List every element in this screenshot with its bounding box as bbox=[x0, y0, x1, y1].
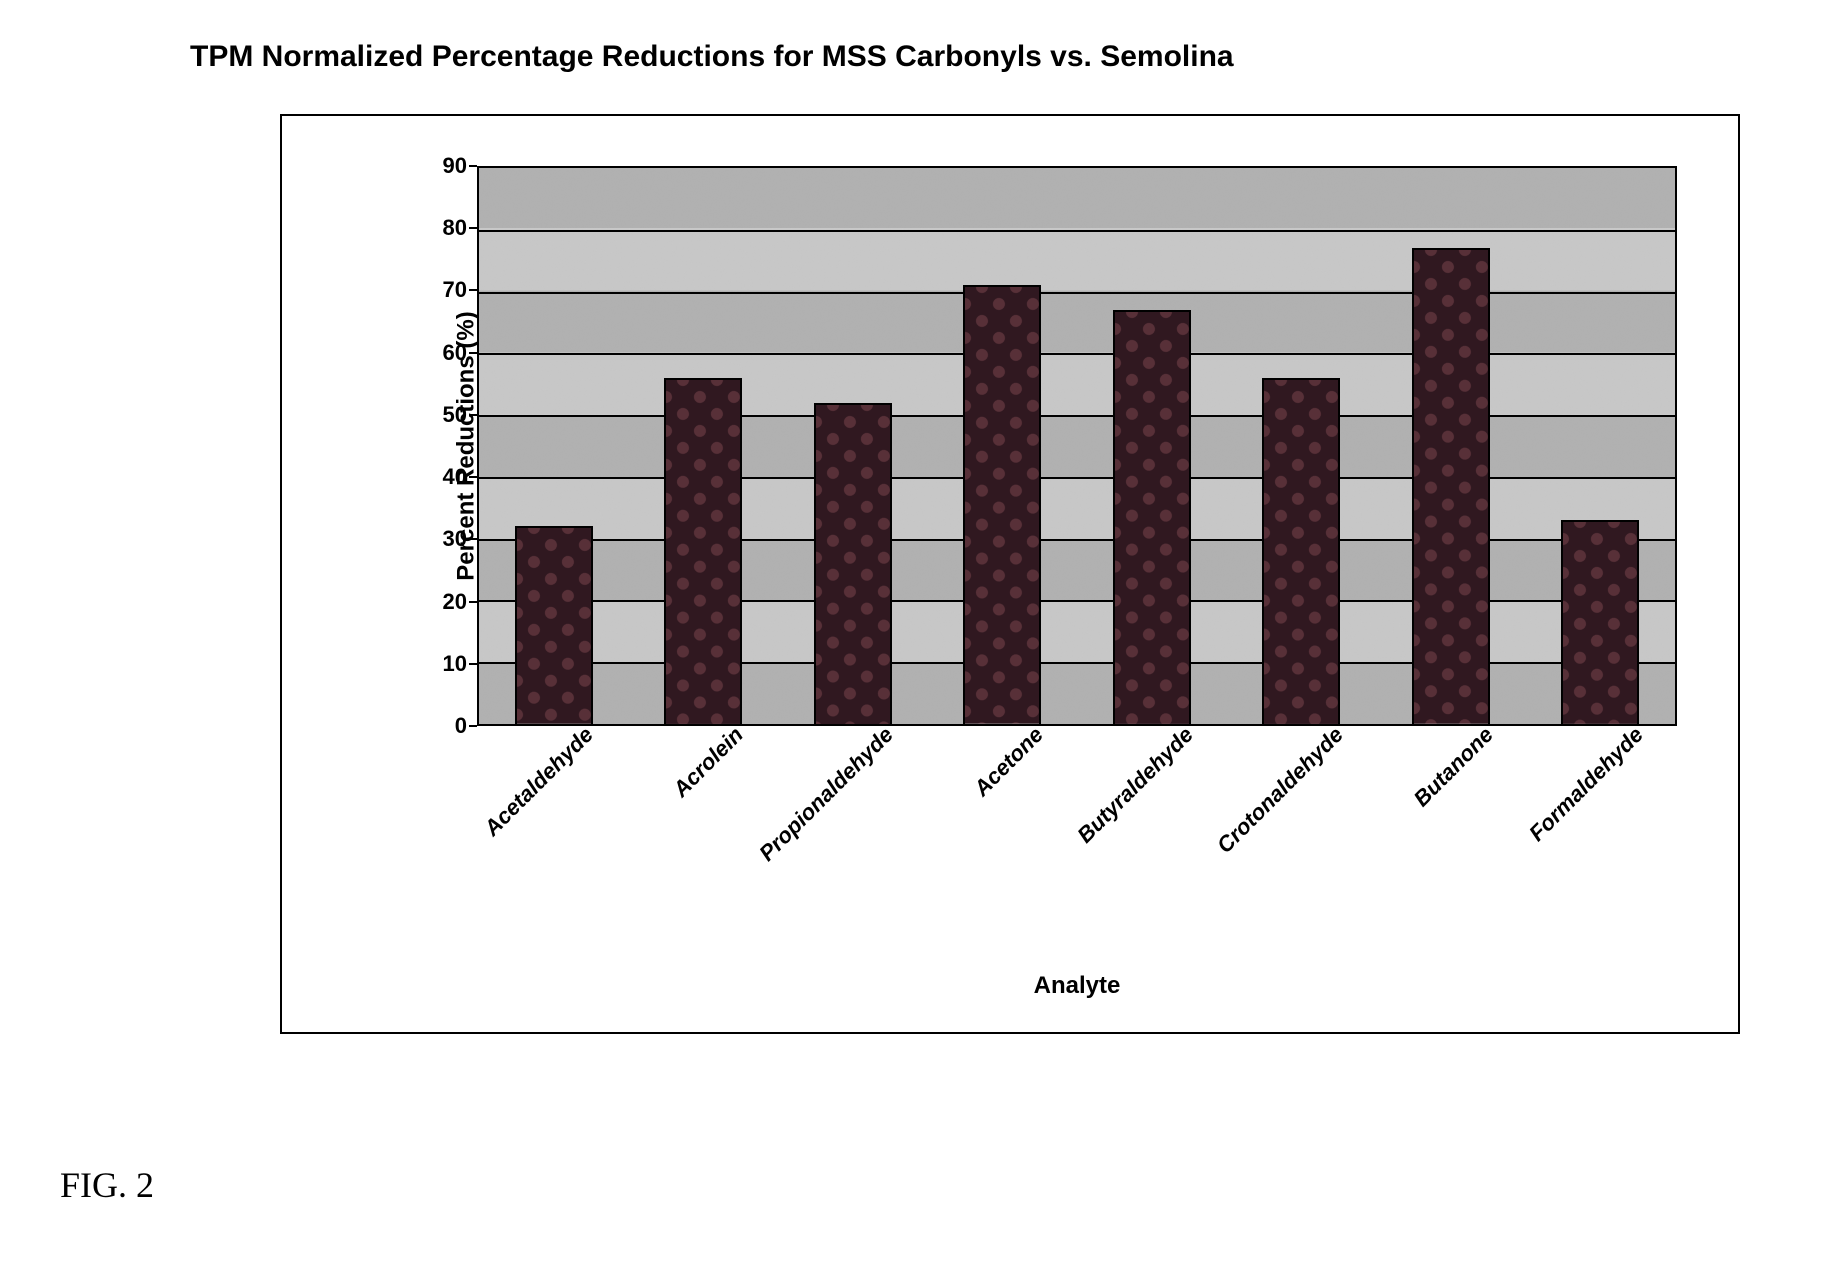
bar bbox=[1561, 520, 1639, 724]
bars-container bbox=[479, 168, 1675, 724]
bar bbox=[515, 526, 593, 724]
y-tick-mark bbox=[469, 227, 477, 229]
figure-label: FIG. 2 bbox=[60, 1164, 1778, 1206]
plot-area bbox=[477, 166, 1677, 726]
y-tick-mark bbox=[469, 352, 477, 354]
bar bbox=[1412, 248, 1490, 724]
bar bbox=[664, 378, 742, 724]
y-tick-mark bbox=[469, 289, 477, 291]
plot-wrap: 0102030405060708090 bbox=[477, 166, 1677, 726]
bar bbox=[1113, 310, 1191, 724]
y-tick-mark bbox=[469, 663, 477, 665]
y-tick-mark bbox=[469, 414, 477, 416]
chart-title: TPM Normalized Percentage Reductions for… bbox=[190, 40, 1778, 74]
y-tick-mark bbox=[469, 725, 477, 727]
bar bbox=[1262, 378, 1340, 724]
bar bbox=[814, 403, 892, 724]
y-tick-mark bbox=[469, 165, 477, 167]
chart-frame: Percent Reductions (%) bbox=[280, 114, 1740, 1034]
y-tick-mark bbox=[469, 538, 477, 540]
x-tick-label: Formaldehyde bbox=[1602, 736, 1765, 899]
bar bbox=[963, 285, 1041, 724]
y-tick-mark bbox=[469, 476, 477, 478]
y-tick-mark bbox=[469, 601, 477, 603]
x-axis-label: Analyte bbox=[477, 972, 1677, 1000]
x-axis-labels: AcetaldehydeAcroleinPropionaldehydeAceto… bbox=[477, 736, 1677, 966]
